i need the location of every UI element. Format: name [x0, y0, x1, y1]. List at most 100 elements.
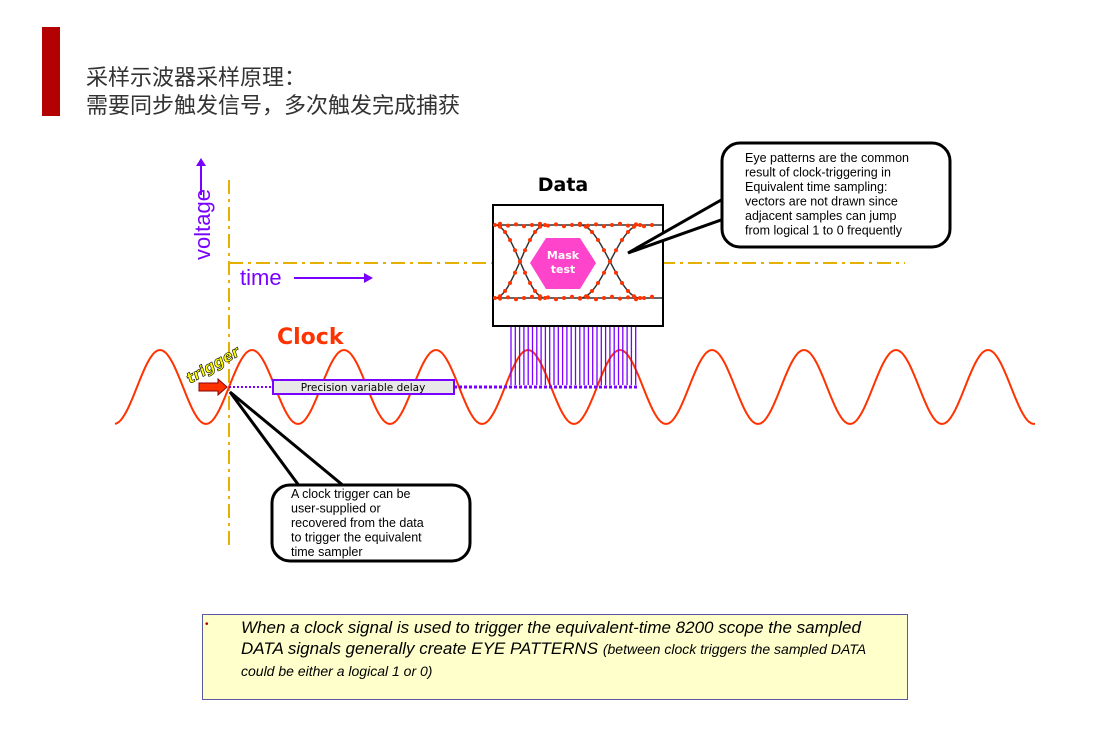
sample-dot — [570, 223, 574, 227]
sample-dot — [618, 221, 622, 226]
sample-dot — [596, 238, 600, 243]
sample-dot — [554, 297, 558, 302]
trigger-arrow-icon — [198, 377, 228, 397]
sample-dot — [528, 238, 532, 243]
mask-label-1: Mask — [547, 249, 580, 262]
sample-dot — [614, 270, 618, 275]
sample-dot — [522, 224, 526, 229]
sample-dot — [533, 229, 537, 234]
note-small: (between clock triggers the sampled DATA… — [241, 641, 866, 679]
sample-dot — [528, 280, 532, 285]
clock-waveform — [114, 349, 1035, 425]
sample-dot — [506, 295, 510, 300]
sample-dot — [508, 238, 512, 243]
slide-title-line1: 采样示波器采样原理： — [86, 66, 307, 91]
data-label: Data — [538, 174, 589, 196]
eye-pattern — [493, 221, 662, 302]
callout-line: Equivalent time sampling: — [745, 180, 887, 194]
sample-dot — [514, 222, 518, 227]
sample-dot — [614, 248, 618, 253]
clock-label: Clock — [277, 325, 345, 350]
sample-dot — [626, 229, 630, 234]
sample-dot — [570, 294, 574, 299]
sample-dot — [523, 248, 527, 253]
sample-dot — [538, 296, 542, 301]
sample-dot — [513, 270, 517, 275]
clock-callout-pointer — [228, 390, 350, 489]
sample-dot — [610, 294, 614, 299]
eye-callout-box — [720, 141, 952, 249]
sample-dot — [602, 224, 606, 229]
trigger-label: trigger — [183, 342, 244, 388]
sample-dot — [626, 289, 630, 294]
sample-dot — [602, 296, 606, 300]
sample-dot — [626, 295, 630, 300]
mask-test-hexagon — [530, 238, 596, 289]
sample-dot — [543, 296, 547, 300]
sample-dot — [632, 294, 636, 299]
sample-dot — [503, 229, 507, 234]
sample-dot — [594, 222, 598, 227]
sample-dot — [590, 289, 594, 294]
sample-dot — [596, 280, 600, 285]
callout-line: adjacent samples can jump — [745, 209, 897, 223]
sample-dot — [538, 221, 542, 226]
sample-dot — [650, 223, 654, 227]
sample-dot — [554, 222, 558, 227]
callout-line: recovered from the data — [291, 516, 424, 530]
sample-dot — [523, 270, 527, 275]
callout-line: user-supplied or — [291, 502, 381, 516]
sample-dot — [538, 224, 542, 229]
sample-dot — [578, 221, 582, 226]
sample-dot — [514, 297, 518, 302]
note-main: When a clock signal is used to trigger t… — [241, 618, 861, 658]
sample-dot — [530, 294, 534, 299]
sample-dot — [620, 238, 624, 243]
summary-note: • When a clock signal is used to trigger… — [202, 614, 908, 700]
sample-dot — [602, 270, 606, 275]
accent-bar — [42, 27, 60, 116]
sample-dot — [498, 221, 502, 226]
voltage-label: voltage — [190, 189, 215, 260]
sample-dot — [522, 296, 526, 300]
sample-dot — [546, 223, 550, 228]
voltage-arrow-head — [196, 158, 206, 166]
sample-dot — [562, 296, 566, 300]
sample-dot — [610, 223, 614, 227]
sample-dot — [498, 224, 502, 229]
sample-dot — [594, 297, 598, 302]
sample-dot — [634, 297, 638, 302]
time-label: time — [240, 265, 282, 290]
sample-dot — [650, 294, 654, 299]
sample-dot — [513, 248, 517, 253]
sample-dot — [498, 296, 502, 301]
sample-dot — [493, 296, 497, 300]
sample-dot — [626, 223, 630, 228]
sample-dot — [533, 289, 537, 294]
sampling-strobes — [510, 326, 637, 385]
sample-dot — [506, 223, 510, 228]
sample-dot — [638, 223, 642, 227]
sample-dot — [638, 296, 642, 300]
callout-line: result of clock-triggering in — [745, 166, 891, 180]
sample-dot — [546, 295, 550, 300]
sample-dot — [503, 289, 507, 294]
sample-dot — [642, 296, 646, 300]
sample-dot — [608, 259, 612, 264]
callout-line: time sampler — [291, 545, 363, 559]
clock-callout-box — [270, 483, 472, 563]
sample-dot — [586, 223, 590, 228]
sample-dot — [493, 223, 497, 227]
sample-dot — [642, 224, 646, 229]
delay-box — [272, 379, 455, 395]
sample-dot — [530, 223, 534, 227]
sample-dot — [543, 223, 547, 227]
sample-dot — [562, 224, 566, 229]
sample-dot — [578, 296, 582, 301]
callout-line: vectors are not drawn since — [745, 195, 898, 209]
delay-label: Precision variable delay — [301, 382, 426, 394]
